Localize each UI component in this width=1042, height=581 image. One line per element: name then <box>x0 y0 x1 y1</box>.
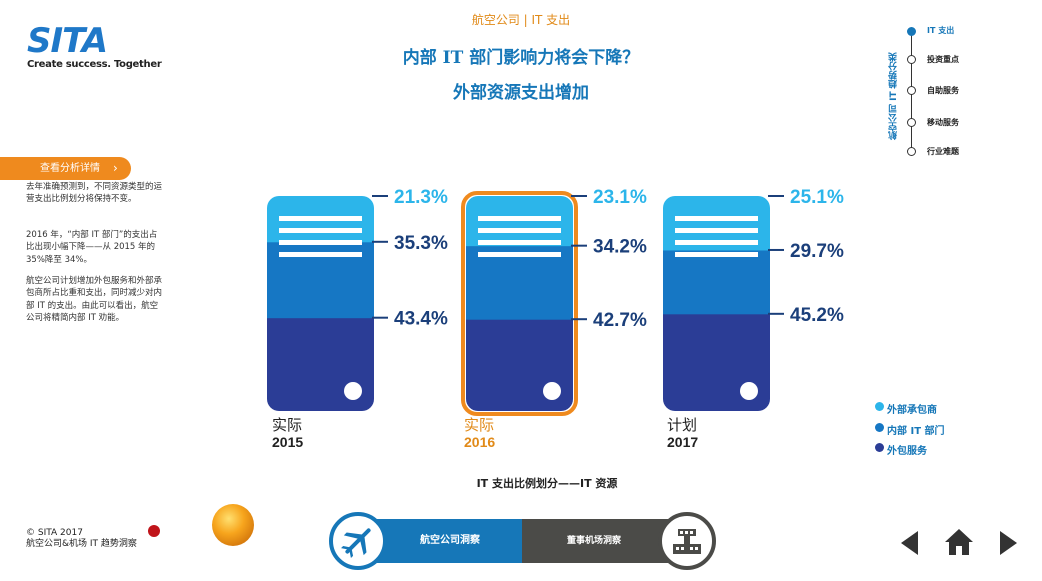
copyright-line1: © SITA 2017 <box>26 528 83 538</box>
copyright-line2: 航空公司&机场 IT 趋势洞察 <box>26 539 137 549</box>
chevron-right-icon: › <box>113 161 118 175</box>
server-stripe <box>675 252 758 257</box>
sita-logo: SITA <box>27 21 108 61</box>
analysis-paragraph-2: 2016 年，“内部 IT 部门”的支出占比出现小幅下降——从 2015 年的 … <box>26 230 158 265</box>
legend-swatch-internal-it <box>875 423 884 432</box>
value-label: 34.2% <box>593 237 647 258</box>
category-label-2015: 实际 <box>272 417 303 434</box>
value-label: 29.7% <box>790 241 844 262</box>
logo-tagline: Create success. Together <box>27 59 162 70</box>
airport-insights-label: 董事机场洞察 <box>566 536 621 546</box>
value-label: 23.1% <box>593 187 647 208</box>
value-label: 43.4% <box>394 309 448 330</box>
orange-sphere-icon <box>212 504 254 546</box>
value-label: 42.7% <box>593 310 647 331</box>
server-stripe <box>478 252 561 257</box>
server-stripe <box>675 216 758 221</box>
view-analysis-label: 查看分析详情 <box>40 163 100 174</box>
server-stripe <box>675 240 758 245</box>
server-power-dot <box>344 382 362 400</box>
nav-dot-investment[interactable] <box>907 55 916 64</box>
analysis-paragraph-3: 航空公司计划增加外包服务和外部承包商所占比重和支出，同时减少对内部 IT 的支出… <box>26 276 163 323</box>
airline-insights-label: 航空公司洞察 <box>420 535 480 546</box>
server-stripe <box>279 228 362 233</box>
copyright: © SITA 2017 航空公司&机场 IT 趋势洞察 <box>26 528 137 550</box>
airport-tower-icon <box>673 529 701 554</box>
server-stripe <box>279 240 362 245</box>
highlight-frame <box>461 191 578 416</box>
server-stripe <box>279 252 362 257</box>
home-icon[interactable] <box>942 526 976 558</box>
airport-circle-button[interactable] <box>658 512 716 570</box>
nav-item-industry[interactable]: 行业难题 <box>927 147 959 156</box>
nav-dot-it-spend[interactable] <box>907 27 916 36</box>
page-title-line2: 外部资源支出增加 <box>453 83 589 103</box>
triangle-left-icon[interactable] <box>898 528 922 558</box>
value-label: 25.1% <box>790 187 844 208</box>
chart-x-title: IT 支出比例划分——IT 资源 <box>476 477 618 490</box>
legend-label-outsourcing: 外包服务 <box>887 446 927 457</box>
nav-item-it-spend[interactable]: IT 支出 <box>927 26 955 35</box>
page-title-line1: 内部 IT 部门影响力将会下降？ <box>402 48 640 68</box>
bar-segment-2-cat-3 <box>663 249 770 315</box>
server-power-dot <box>543 382 561 400</box>
server-stripe <box>675 228 758 233</box>
server-power-dot <box>740 382 758 400</box>
category-label-2016: 实际 <box>464 417 495 434</box>
category-year-2017: 2017 <box>667 434 699 450</box>
bar-segment-3-cat-2 <box>466 196 573 247</box>
airplane-icon <box>341 528 371 558</box>
category-year-2016: 2016 <box>464 434 496 450</box>
server-stripe <box>478 240 561 245</box>
section-label: 航空公司 | IT 支出 <box>471 13 571 27</box>
value-label: 21.3% <box>394 187 448 208</box>
nav-item-self-service[interactable]: 自助服务 <box>927 86 959 95</box>
value-label: 35.3% <box>394 233 448 254</box>
view-analysis-tab[interactable]: 查看分析详情 › <box>0 157 131 180</box>
nav-dot-mobile[interactable] <box>907 118 916 127</box>
category-label-2017: 计划 <box>667 417 698 434</box>
triangle-right-icon[interactable] <box>996 528 1020 558</box>
nav-item-mobile[interactable]: 移动服务 <box>927 118 959 127</box>
analysis-paragraph-1: 去年准确预测到，不同资源类型的运营支出比例划分将保持不变。 <box>26 182 163 205</box>
server-stripe <box>478 216 561 221</box>
nav-dot-self-service[interactable] <box>907 86 916 95</box>
airline-circle-button[interactable] <box>329 512 387 570</box>
legend-label-contractors: 外部承包商 <box>887 405 937 416</box>
nav-dot-industry[interactable] <box>907 147 916 156</box>
server-stripe <box>279 216 362 221</box>
value-label: 45.2% <box>790 305 844 326</box>
legend-swatch-outsourcing <box>875 443 884 452</box>
legend-swatch-contractors <box>875 402 884 411</box>
red-dot-icon <box>148 525 160 537</box>
server-stripe <box>478 228 561 233</box>
category-year-2015: 2015 <box>272 434 304 450</box>
legend-label-internal-it: 内部 IT 部门 <box>887 426 945 437</box>
bar-segment-2-cat-2 <box>466 245 573 320</box>
nav-item-investment[interactable]: 投资重点 <box>927 55 959 64</box>
